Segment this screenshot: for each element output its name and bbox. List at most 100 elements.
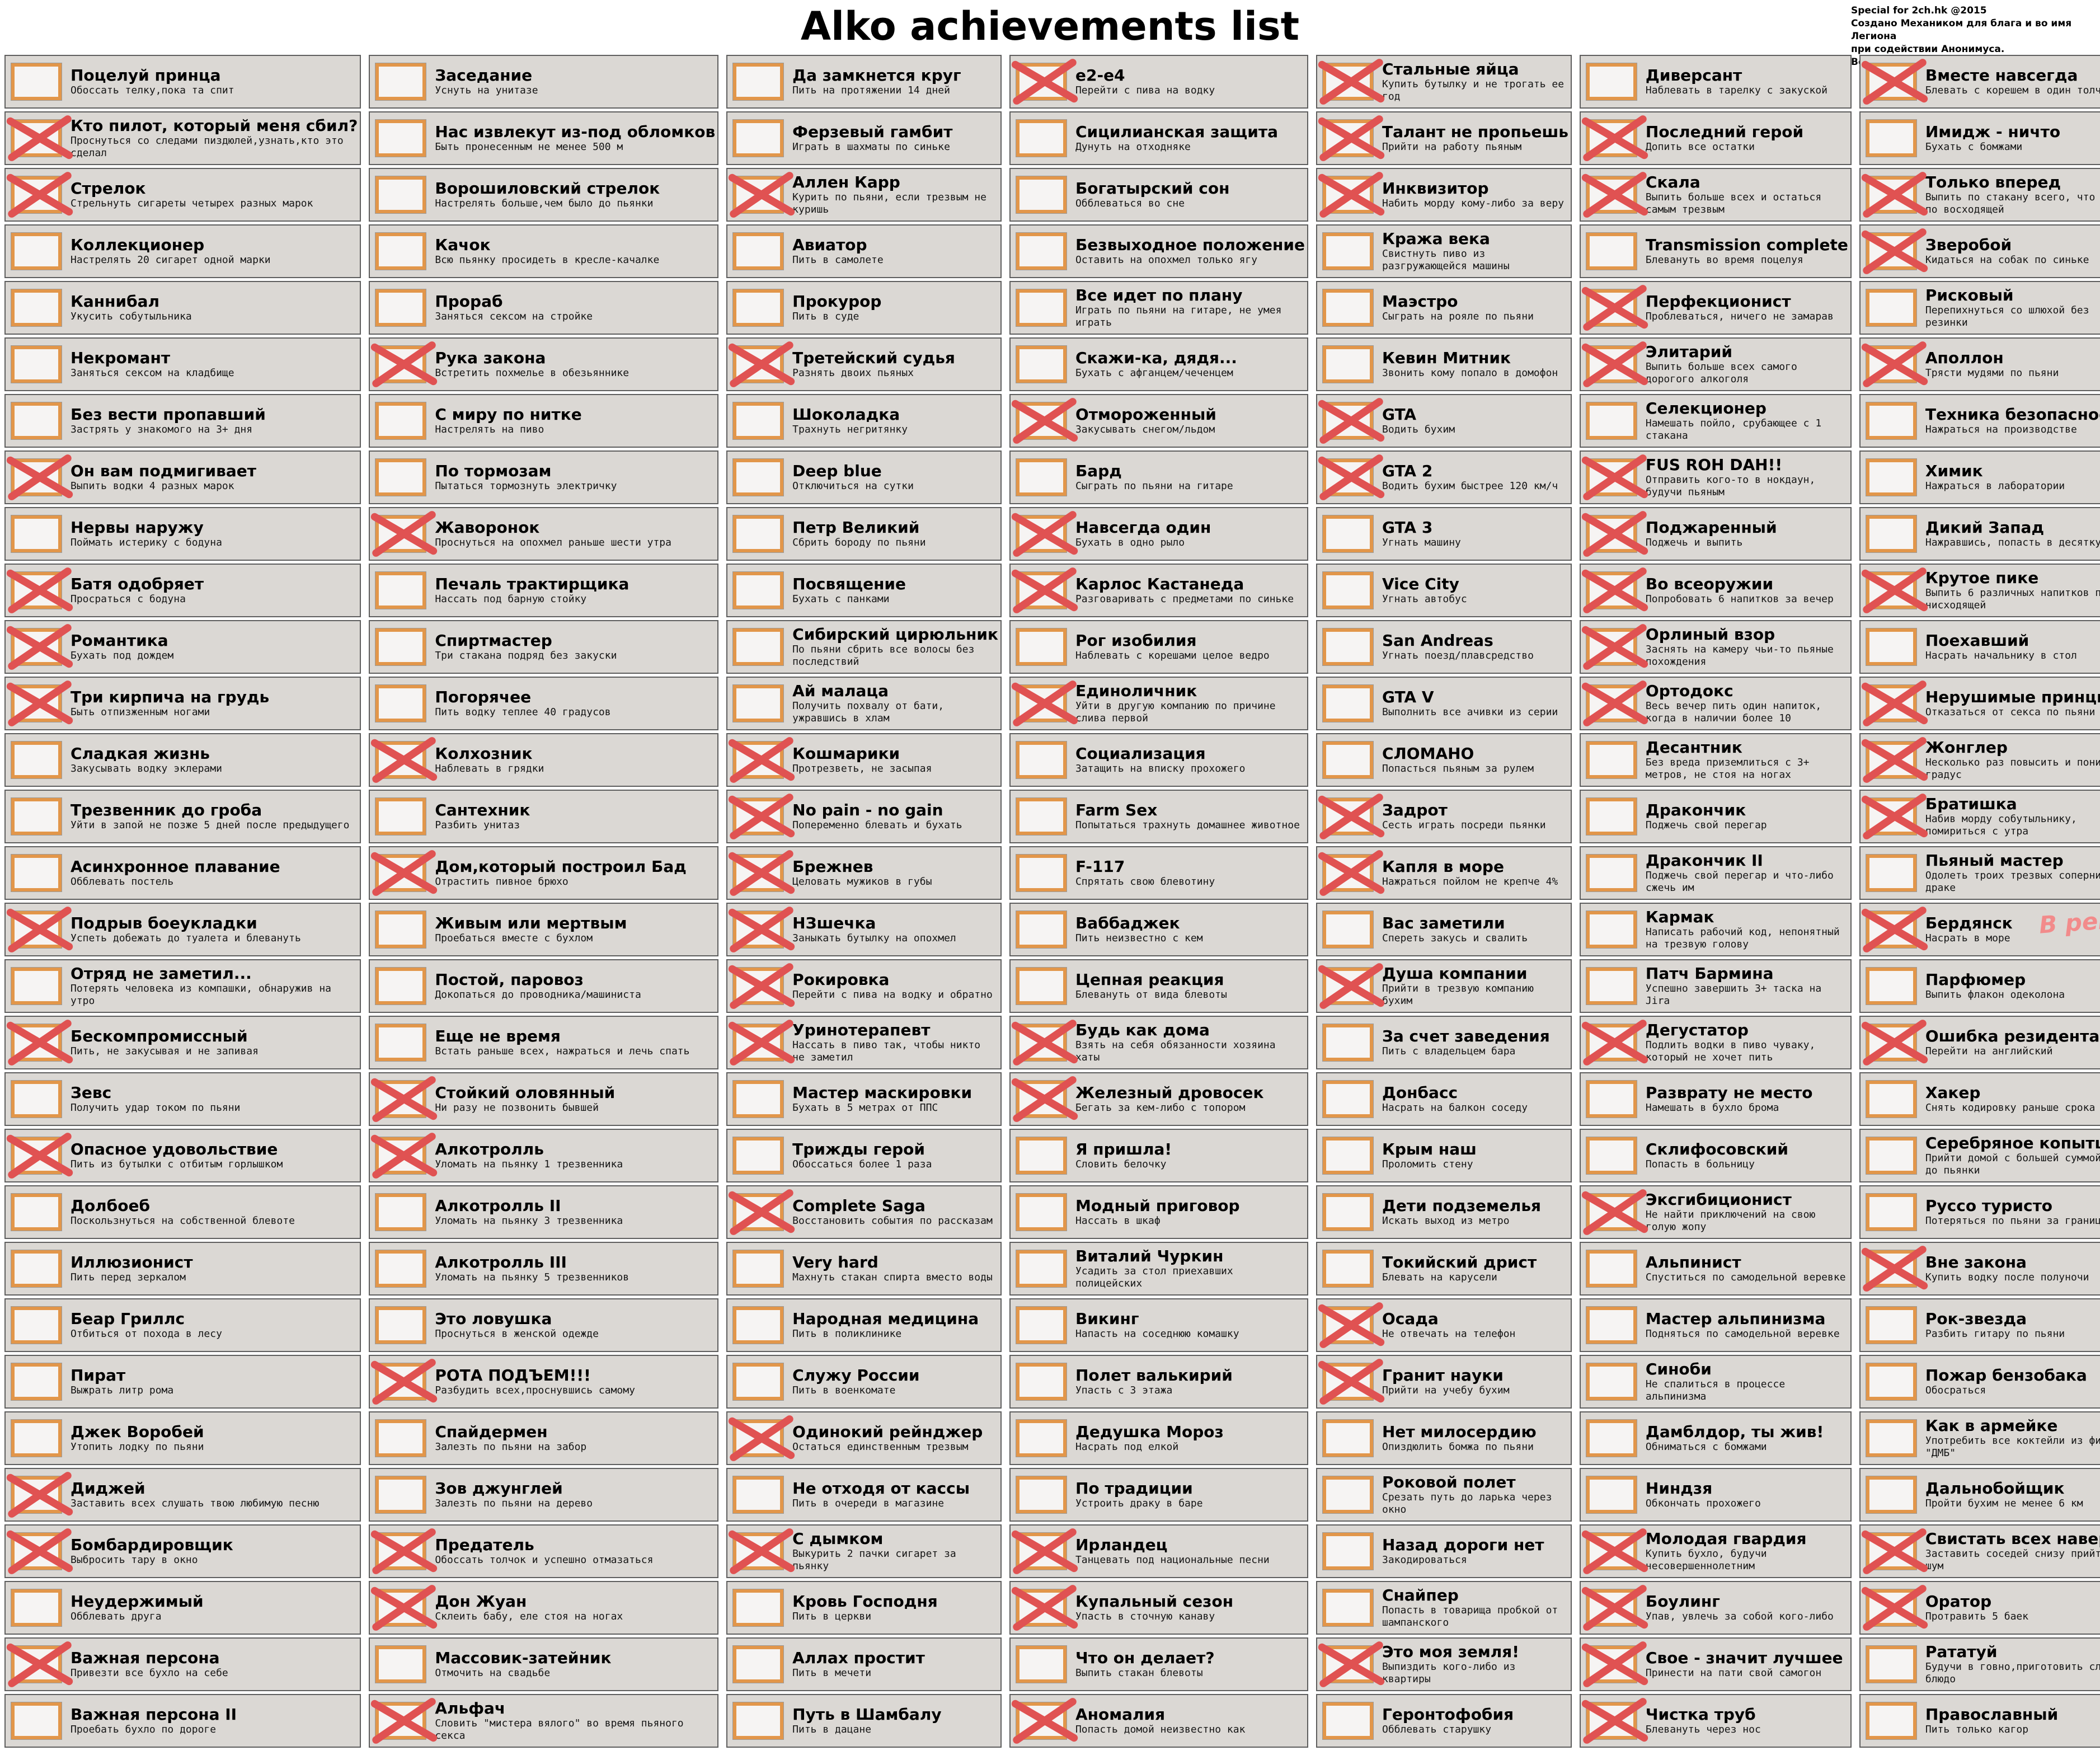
achievement-checkbox[interactable] xyxy=(6,172,73,218)
achievement-checkbox[interactable] xyxy=(1866,1420,1916,1457)
achievement-checkbox[interactable] xyxy=(1581,115,1648,161)
achievement-checkbox[interactable] xyxy=(1016,120,1067,157)
achievement-checkbox[interactable] xyxy=(1866,1476,1916,1513)
achievement-checkbox[interactable] xyxy=(729,794,795,839)
achievement-checkbox[interactable] xyxy=(729,963,795,1009)
achievement-checkbox[interactable] xyxy=(733,289,784,326)
achievement-checkbox[interactable] xyxy=(11,798,62,835)
achievement-checkbox[interactable] xyxy=(1318,963,1385,1009)
achievement-checkbox[interactable] xyxy=(733,685,784,722)
achievement-checkbox[interactable] xyxy=(1322,1589,1373,1626)
achievement-checkbox[interactable] xyxy=(729,907,795,952)
achievement-checkbox[interactable] xyxy=(1016,798,1067,835)
achievement-checkbox[interactable] xyxy=(729,1189,795,1235)
achievement-checkbox[interactable] xyxy=(11,1081,62,1118)
achievement-checkbox[interactable] xyxy=(1016,176,1067,213)
achievement-checkbox[interactable] xyxy=(371,1528,438,1574)
achievement-checkbox[interactable] xyxy=(375,289,426,326)
achievement-checkbox[interactable] xyxy=(1586,911,1637,948)
achievement-checkbox[interactable] xyxy=(11,289,62,326)
achievement-checkbox[interactable] xyxy=(1581,1020,1648,1066)
achievement-checkbox[interactable] xyxy=(1586,1476,1637,1513)
achievement-checkbox[interactable] xyxy=(733,1307,784,1344)
achievement-checkbox[interactable] xyxy=(375,685,426,722)
achievement-checkbox[interactable] xyxy=(1322,1137,1373,1174)
achievement-checkbox[interactable] xyxy=(375,968,426,1005)
achievement-checkbox[interactable] xyxy=(729,737,795,783)
achievement-checkbox[interactable] xyxy=(729,1528,795,1574)
achievement-checkbox[interactable] xyxy=(1011,398,1078,444)
achievement-checkbox[interactable] xyxy=(375,1307,426,1344)
achievement-checkbox[interactable] xyxy=(729,1415,795,1461)
achievement-checkbox[interactable] xyxy=(1866,515,1916,552)
achievement-checkbox[interactable] xyxy=(1866,402,1916,439)
achievement-checkbox[interactable] xyxy=(1581,680,1648,726)
achievement-checkbox[interactable] xyxy=(1581,454,1648,500)
achievement-checkbox[interactable] xyxy=(371,511,438,557)
achievement-checkbox[interactable] xyxy=(1016,628,1067,665)
achievement-checkbox[interactable] xyxy=(1322,346,1373,383)
achievement-checkbox[interactable] xyxy=(1322,233,1373,270)
achievement-checkbox[interactable] xyxy=(733,1589,784,1626)
achievement-checkbox[interactable] xyxy=(733,1363,784,1400)
achievement-checkbox[interactable] xyxy=(1011,1585,1078,1631)
achievement-checkbox[interactable] xyxy=(733,1646,784,1683)
achievement-checkbox[interactable] xyxy=(11,1307,62,1344)
achievement-checkbox[interactable] xyxy=(11,233,62,270)
achievement-checkbox[interactable] xyxy=(1322,1533,1373,1570)
achievement-checkbox[interactable] xyxy=(375,628,426,665)
achievement-checkbox[interactable] xyxy=(1581,1585,1648,1631)
achievement-checkbox[interactable] xyxy=(375,1420,426,1457)
achievement-checkbox[interactable] xyxy=(6,454,73,500)
achievement-checkbox[interactable] xyxy=(11,741,62,778)
achievement-checkbox[interactable] xyxy=(1322,685,1373,722)
achievement-checkbox[interactable] xyxy=(1322,1476,1373,1513)
achievement-checkbox[interactable] xyxy=(6,1528,73,1574)
achievement-checkbox[interactable] xyxy=(1016,741,1067,778)
achievement-checkbox[interactable] xyxy=(371,1076,438,1122)
achievement-checkbox[interactable] xyxy=(11,968,62,1005)
achievement-checkbox[interactable] xyxy=(1322,1250,1373,1287)
achievement-checkbox[interactable] xyxy=(1866,1363,1916,1400)
achievement-checkbox[interactable] xyxy=(1866,968,1916,1005)
achievement-checkbox[interactable] xyxy=(1016,1137,1067,1174)
achievement-checkbox[interactable] xyxy=(1011,1528,1078,1574)
achievement-checkbox[interactable] xyxy=(1011,1020,1078,1066)
achievement-checkbox[interactable] xyxy=(375,120,426,157)
achievement-checkbox[interactable] xyxy=(375,798,426,835)
achievement-checkbox[interactable] xyxy=(375,911,426,948)
achievement-checkbox[interactable] xyxy=(1861,567,1928,613)
achievement-checkbox[interactable] xyxy=(733,233,784,270)
achievement-checkbox[interactable] xyxy=(1866,855,1916,891)
achievement-checkbox[interactable] xyxy=(1318,1302,1385,1348)
achievement-checkbox[interactable] xyxy=(1866,1646,1916,1683)
achievement-checkbox[interactable] xyxy=(11,346,62,383)
achievement-checkbox[interactable] xyxy=(6,1133,73,1179)
achievement-checkbox[interactable] xyxy=(1586,1307,1637,1344)
achievement-checkbox[interactable] xyxy=(733,459,784,496)
achievement-checkbox[interactable] xyxy=(11,515,62,552)
achievement-checkbox[interactable] xyxy=(1586,1081,1637,1118)
achievement-checkbox[interactable] xyxy=(1861,1528,1928,1574)
achievement-checkbox[interactable] xyxy=(1318,794,1385,839)
achievement-checkbox[interactable] xyxy=(1866,1081,1916,1118)
achievement-checkbox[interactable] xyxy=(1011,680,1078,726)
achievement-checkbox[interactable] xyxy=(1581,1528,1648,1574)
achievement-checkbox[interactable] xyxy=(1586,1250,1637,1287)
achievement-checkbox[interactable] xyxy=(1322,911,1373,948)
achievement-checkbox[interactable] xyxy=(1011,1076,1078,1122)
achievement-checkbox[interactable] xyxy=(6,624,73,670)
achievement-checkbox[interactable] xyxy=(1322,1024,1373,1061)
achievement-checkbox[interactable] xyxy=(1586,855,1637,891)
achievement-checkbox[interactable] xyxy=(6,567,73,613)
achievement-checkbox[interactable] xyxy=(1016,459,1067,496)
achievement-checkbox[interactable] xyxy=(1581,1189,1648,1235)
achievement-checkbox[interactable] xyxy=(1866,1137,1916,1174)
achievement-checkbox[interactable] xyxy=(733,628,784,665)
achievement-checkbox[interactable] xyxy=(371,1585,438,1631)
achievement-checkbox[interactable] xyxy=(733,1250,784,1287)
achievement-checkbox[interactable] xyxy=(733,120,784,157)
achievement-checkbox[interactable] xyxy=(1861,737,1928,783)
achievement-checkbox[interactable] xyxy=(1861,1020,1928,1066)
achievement-checkbox[interactable] xyxy=(1866,1307,1916,1344)
